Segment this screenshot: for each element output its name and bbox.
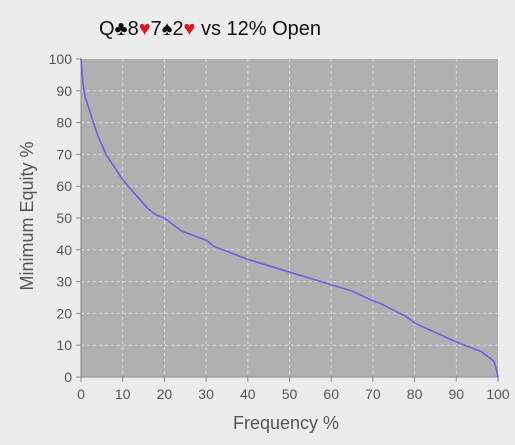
x-tick-label-9: 90 xyxy=(449,386,465,402)
chart-title: Q♣8♥7♠2♥ vs 12% Open xyxy=(99,18,321,40)
series-line-0 xyxy=(80,58,499,378)
x-tick-label-10: 100 xyxy=(486,386,510,402)
x-tick-label-4: 40 xyxy=(240,386,256,402)
title-segment-0: Q xyxy=(99,18,115,40)
x-axis-label: Frequency % xyxy=(233,413,339,433)
x-tick-label-3: 30 xyxy=(198,386,214,402)
y-tick-label-0: 0 xyxy=(64,369,72,385)
y-tick-label-7: 70 xyxy=(56,146,72,162)
title-segment-5: ♠ xyxy=(162,18,173,40)
y-axis-label: Minimum Equity % xyxy=(17,141,37,290)
y-tick-label-4: 40 xyxy=(56,242,72,258)
y-tick-label-1: 10 xyxy=(56,337,72,353)
title-segment-3: ♥ xyxy=(139,18,151,40)
y-tick-label-3: 30 xyxy=(56,274,72,290)
y-tick-label-9: 90 xyxy=(56,83,72,99)
y-tick-label-10: 100 xyxy=(49,51,73,67)
title-segment-4: 7 xyxy=(151,18,162,40)
x-tick-label-5: 50 xyxy=(282,386,298,402)
y-tick-label-5: 50 xyxy=(56,210,72,226)
title-segment-1: ♣ xyxy=(115,18,128,40)
x-tick-label-2: 20 xyxy=(157,386,173,402)
title-segment-6: 2 xyxy=(172,18,183,40)
x-tick-label-8: 80 xyxy=(407,386,423,402)
plot-layer: 0 10 20 30 40 50 60 70 80 90 100 0 10 20 30 40 50 60 70 80 9… xyxy=(49,51,510,402)
title-segment-7: ♥ xyxy=(184,18,196,40)
title-segment-2: 8 xyxy=(128,18,139,40)
y-tick-label-2: 20 xyxy=(56,305,72,321)
x-tick-label-0: 0 xyxy=(77,386,85,402)
y-tick-label-6: 60 xyxy=(56,178,72,194)
x-tick-label-1: 10 xyxy=(115,386,131,402)
y-tick-label-8: 80 xyxy=(56,115,72,131)
x-tick-label-6: 60 xyxy=(323,386,339,402)
title-segment-8: vs 12% Open xyxy=(195,18,321,40)
x-tick-label-7: 70 xyxy=(365,386,381,402)
